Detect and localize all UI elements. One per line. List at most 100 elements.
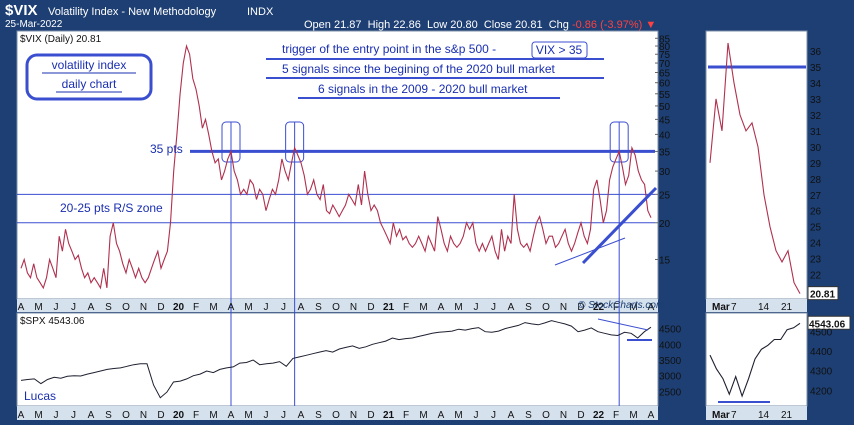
vix-y-tick: 30 xyxy=(659,167,671,178)
spx-inset-y-tick: 4200 xyxy=(810,386,833,397)
vix-y-tick: 45 xyxy=(659,115,671,126)
chart-date: 25-Mar-2022 xyxy=(5,19,63,30)
author-label: Lucas xyxy=(24,389,56,403)
open-value: Open 21.87 xyxy=(304,19,362,31)
label-rs-zone: 20-25 pts R/S zone xyxy=(60,201,163,215)
spx-x-tick: 20 xyxy=(173,410,185,421)
spx-inset-last-label: 4543.06 xyxy=(809,319,846,330)
vix-x-tick: S xyxy=(105,302,112,313)
spx-inset-x-tick: 14 xyxy=(758,410,770,421)
spx-panel xyxy=(16,312,659,407)
exchange-label: INDX xyxy=(247,6,274,18)
vix-y-tick: 55 xyxy=(659,90,671,101)
spx-inset-y-tick: 4500 xyxy=(810,328,833,339)
vix-inset-y-tick: 35 xyxy=(810,63,822,74)
vix-x-tick: N xyxy=(560,302,567,313)
vix-x-tick: A xyxy=(298,302,305,313)
trend-line-breakout xyxy=(581,186,658,265)
vix-x-tick: J xyxy=(281,302,286,313)
vix-inset-y-tick: 23 xyxy=(810,255,822,266)
spx-x-tick: J xyxy=(54,410,59,421)
close-value: Close 20.81 xyxy=(483,19,543,31)
spx-x-tick: A xyxy=(508,410,515,421)
spx-legend: $SPX 4543.06 xyxy=(20,316,85,327)
vix-inset-x-tick: Mar xyxy=(712,302,730,313)
spx-x-tick: S xyxy=(105,410,112,421)
vix-y-tick: 65 xyxy=(659,68,671,79)
vix-inset-y-tick: 33 xyxy=(810,95,822,106)
spx-line xyxy=(20,320,652,399)
spx-y-tick: 3000 xyxy=(659,372,682,383)
vix-inset-line xyxy=(709,42,801,294)
vix-x-tick: O xyxy=(332,302,340,313)
vix-line xyxy=(20,43,652,290)
spx-x-tick: A xyxy=(298,410,305,421)
vix-x-tick: D xyxy=(367,302,374,313)
spx-x-tick: O xyxy=(542,410,550,421)
spx-x-tick: N xyxy=(350,410,357,421)
spx-x-tick: F xyxy=(403,410,409,421)
note-signals-2020: 5 signals since the begining of the 2020… xyxy=(282,62,556,76)
signal-box xyxy=(221,121,241,163)
vix-y-tick: 40 xyxy=(659,130,671,141)
vix-x-tick: N xyxy=(140,302,147,313)
spx-inset-y-tick: 4300 xyxy=(810,367,833,378)
vix-y-tick: 50 xyxy=(659,102,671,113)
vix-x-tick: A xyxy=(648,302,655,313)
vix-y-tick: 60 xyxy=(659,79,671,90)
volatility-box-line2: daily chart xyxy=(62,77,117,91)
vix-inset-x-tick: 7 xyxy=(731,302,737,313)
vix-x-tick: F xyxy=(193,302,199,313)
down-arrow-icon: ▼ xyxy=(645,19,657,31)
spx-inset-y-tick: 4400 xyxy=(810,347,833,358)
spx-x-tick: 21 xyxy=(383,410,395,421)
vix-x-tick: J xyxy=(474,302,479,313)
vix-inset-y-tick: 28 xyxy=(810,175,822,186)
trend-line-support xyxy=(554,237,626,266)
vix-x-tick: A xyxy=(18,302,25,313)
vix-x-tick: O xyxy=(122,302,130,313)
spx-inset-last-box xyxy=(807,315,851,330)
vix-x-tick: N xyxy=(350,302,357,313)
vix-inset-y-tick: 24 xyxy=(810,239,822,250)
vix-inset-y-tick: 36 xyxy=(810,47,822,58)
vix-x-tick: A xyxy=(228,302,235,313)
vix-x-tick: F xyxy=(613,302,619,313)
spx-x-tick: A xyxy=(18,410,25,421)
vix-y-tick: 70 xyxy=(659,59,671,70)
vix-x-tick: M xyxy=(34,302,42,313)
vix-x-tick: D xyxy=(577,302,584,313)
vix-x-tick: M xyxy=(209,302,217,313)
spx-inset-x-strip xyxy=(706,406,807,420)
spx-x-tick: A xyxy=(438,410,445,421)
spx-x-tick: D xyxy=(367,410,374,421)
spx-x-tick: 22 xyxy=(593,410,605,421)
change-label: Chg xyxy=(548,19,569,31)
spx-x-tick: M xyxy=(209,410,217,421)
spx-x-tick: M xyxy=(629,410,637,421)
spx-x-tick: J xyxy=(474,410,479,421)
vix-y-tick: 80 xyxy=(659,42,671,53)
vix-inset-panel xyxy=(705,30,808,300)
vix-inset-last-label: 20.81 xyxy=(810,290,835,301)
high-value: High 22.86 xyxy=(367,19,421,31)
signal-box xyxy=(285,121,305,163)
vix-x-tick: D xyxy=(157,302,164,313)
spx-x-tick: S xyxy=(525,410,532,421)
vix-x-tick: 20 xyxy=(173,302,185,313)
vix-x-tick: J xyxy=(491,302,496,313)
low-value: Low 20.80 xyxy=(426,19,478,31)
vix-x-tick: J xyxy=(264,302,269,313)
spx-x-tick: O xyxy=(122,410,130,421)
vix-y-tick: 35 xyxy=(659,147,671,158)
index-name: Volatility Index - New Methodology xyxy=(48,6,217,18)
vix-x-tick: F xyxy=(403,302,409,313)
spx-x-tick: A xyxy=(88,410,95,421)
vix-inset-x-tick: 14 xyxy=(758,302,770,313)
vix-x-tick: M xyxy=(244,302,252,313)
vix-x-tick: M xyxy=(629,302,637,313)
volatility-box xyxy=(25,53,153,101)
spx-x-tick: M xyxy=(419,410,427,421)
vix-x-tick: A xyxy=(88,302,95,313)
